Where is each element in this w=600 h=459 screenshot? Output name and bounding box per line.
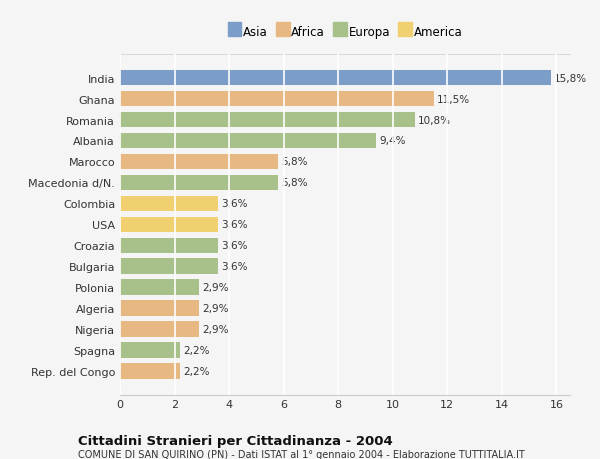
Bar [120, 133, 376, 149]
Text: COMUNE DI SAN QUIRINO (PN) - Dati ISTAT al 1° gennaio 2004 - Elaborazione TUTTIT: COMUNE DI SAN QUIRINO (PN) - Dati ISTAT … [78, 449, 525, 459]
Bar [120, 71, 551, 86]
Bar [120, 259, 218, 274]
Bar [120, 91, 434, 107]
Bar [120, 343, 180, 358]
Text: 11,5%: 11,5% [437, 94, 470, 104]
Bar [120, 154, 278, 170]
Bar [120, 238, 218, 254]
Bar [120, 322, 199, 337]
Text: Cittadini Stranieri per Cittadinanza - 2004: Cittadini Stranieri per Cittadinanza - 2… [78, 434, 393, 447]
Bar [120, 112, 415, 128]
Bar [120, 364, 180, 379]
Text: 10,8%: 10,8% [418, 115, 451, 125]
Bar [120, 175, 278, 191]
Text: 2,2%: 2,2% [183, 366, 210, 376]
Text: 2,9%: 2,9% [202, 283, 229, 293]
Text: 5,8%: 5,8% [281, 178, 308, 188]
Text: 3,6%: 3,6% [221, 241, 248, 251]
Text: 5,8%: 5,8% [281, 157, 308, 167]
Text: 3,6%: 3,6% [221, 220, 248, 230]
Text: 3,6%: 3,6% [221, 199, 248, 209]
Text: 3,6%: 3,6% [221, 262, 248, 272]
Text: 2,9%: 2,9% [202, 304, 229, 313]
Text: 2,9%: 2,9% [202, 325, 229, 335]
Bar [120, 217, 218, 233]
Bar [120, 301, 199, 317]
Text: 2,2%: 2,2% [183, 346, 210, 356]
Bar [120, 280, 199, 296]
Bar [120, 196, 218, 212]
Text: 9,4%: 9,4% [380, 136, 406, 146]
Legend: Asia, Africa, Europa, America: Asia, Africa, Europa, America [225, 23, 465, 41]
Text: 15,8%: 15,8% [554, 73, 587, 84]
